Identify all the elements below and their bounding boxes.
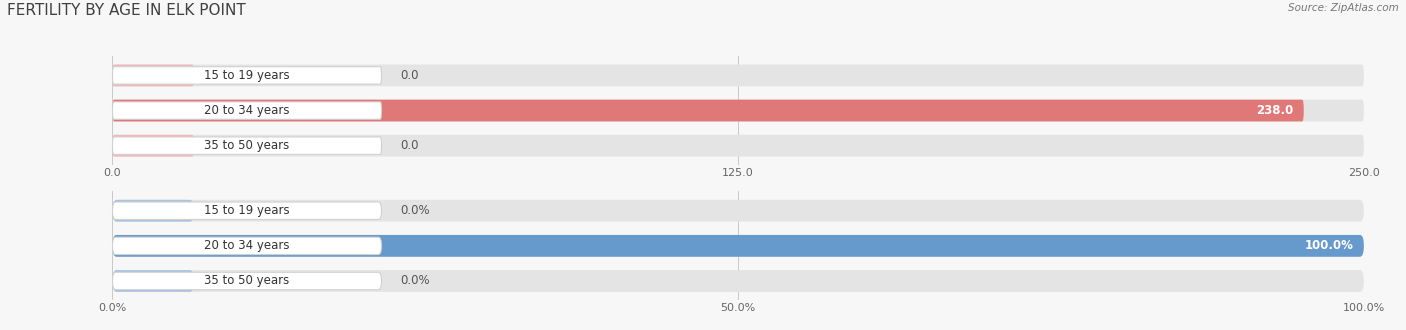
Text: 20 to 34 years: 20 to 34 years <box>204 104 290 117</box>
FancyBboxPatch shape <box>112 272 381 290</box>
FancyBboxPatch shape <box>112 235 1364 257</box>
FancyBboxPatch shape <box>112 200 194 222</box>
Text: 35 to 50 years: 35 to 50 years <box>204 139 290 152</box>
Text: Source: ZipAtlas.com: Source: ZipAtlas.com <box>1288 3 1399 13</box>
FancyBboxPatch shape <box>112 202 381 219</box>
FancyBboxPatch shape <box>112 200 1364 222</box>
Text: 20 to 34 years: 20 to 34 years <box>204 239 290 252</box>
Text: 15 to 19 years: 15 to 19 years <box>204 69 290 82</box>
FancyBboxPatch shape <box>112 235 1364 257</box>
FancyBboxPatch shape <box>112 65 194 86</box>
FancyBboxPatch shape <box>112 270 194 292</box>
FancyBboxPatch shape <box>112 65 1364 86</box>
Text: 15 to 19 years: 15 to 19 years <box>204 204 290 217</box>
Text: 0.0%: 0.0% <box>401 204 430 217</box>
FancyBboxPatch shape <box>112 237 381 254</box>
Text: 0.0%: 0.0% <box>401 275 430 287</box>
FancyBboxPatch shape <box>112 102 381 119</box>
FancyBboxPatch shape <box>112 270 1364 292</box>
Text: 100.0%: 100.0% <box>1305 239 1354 252</box>
Text: FERTILITY BY AGE IN ELK POINT: FERTILITY BY AGE IN ELK POINT <box>7 3 246 18</box>
FancyBboxPatch shape <box>112 67 381 84</box>
FancyBboxPatch shape <box>112 100 1303 121</box>
FancyBboxPatch shape <box>112 100 1364 121</box>
Text: 0.0: 0.0 <box>401 139 419 152</box>
Text: 238.0: 238.0 <box>1257 104 1294 117</box>
FancyBboxPatch shape <box>112 137 381 154</box>
FancyBboxPatch shape <box>112 135 1364 156</box>
Text: 0.0: 0.0 <box>401 69 419 82</box>
FancyBboxPatch shape <box>112 135 194 156</box>
Text: 35 to 50 years: 35 to 50 years <box>204 275 290 287</box>
